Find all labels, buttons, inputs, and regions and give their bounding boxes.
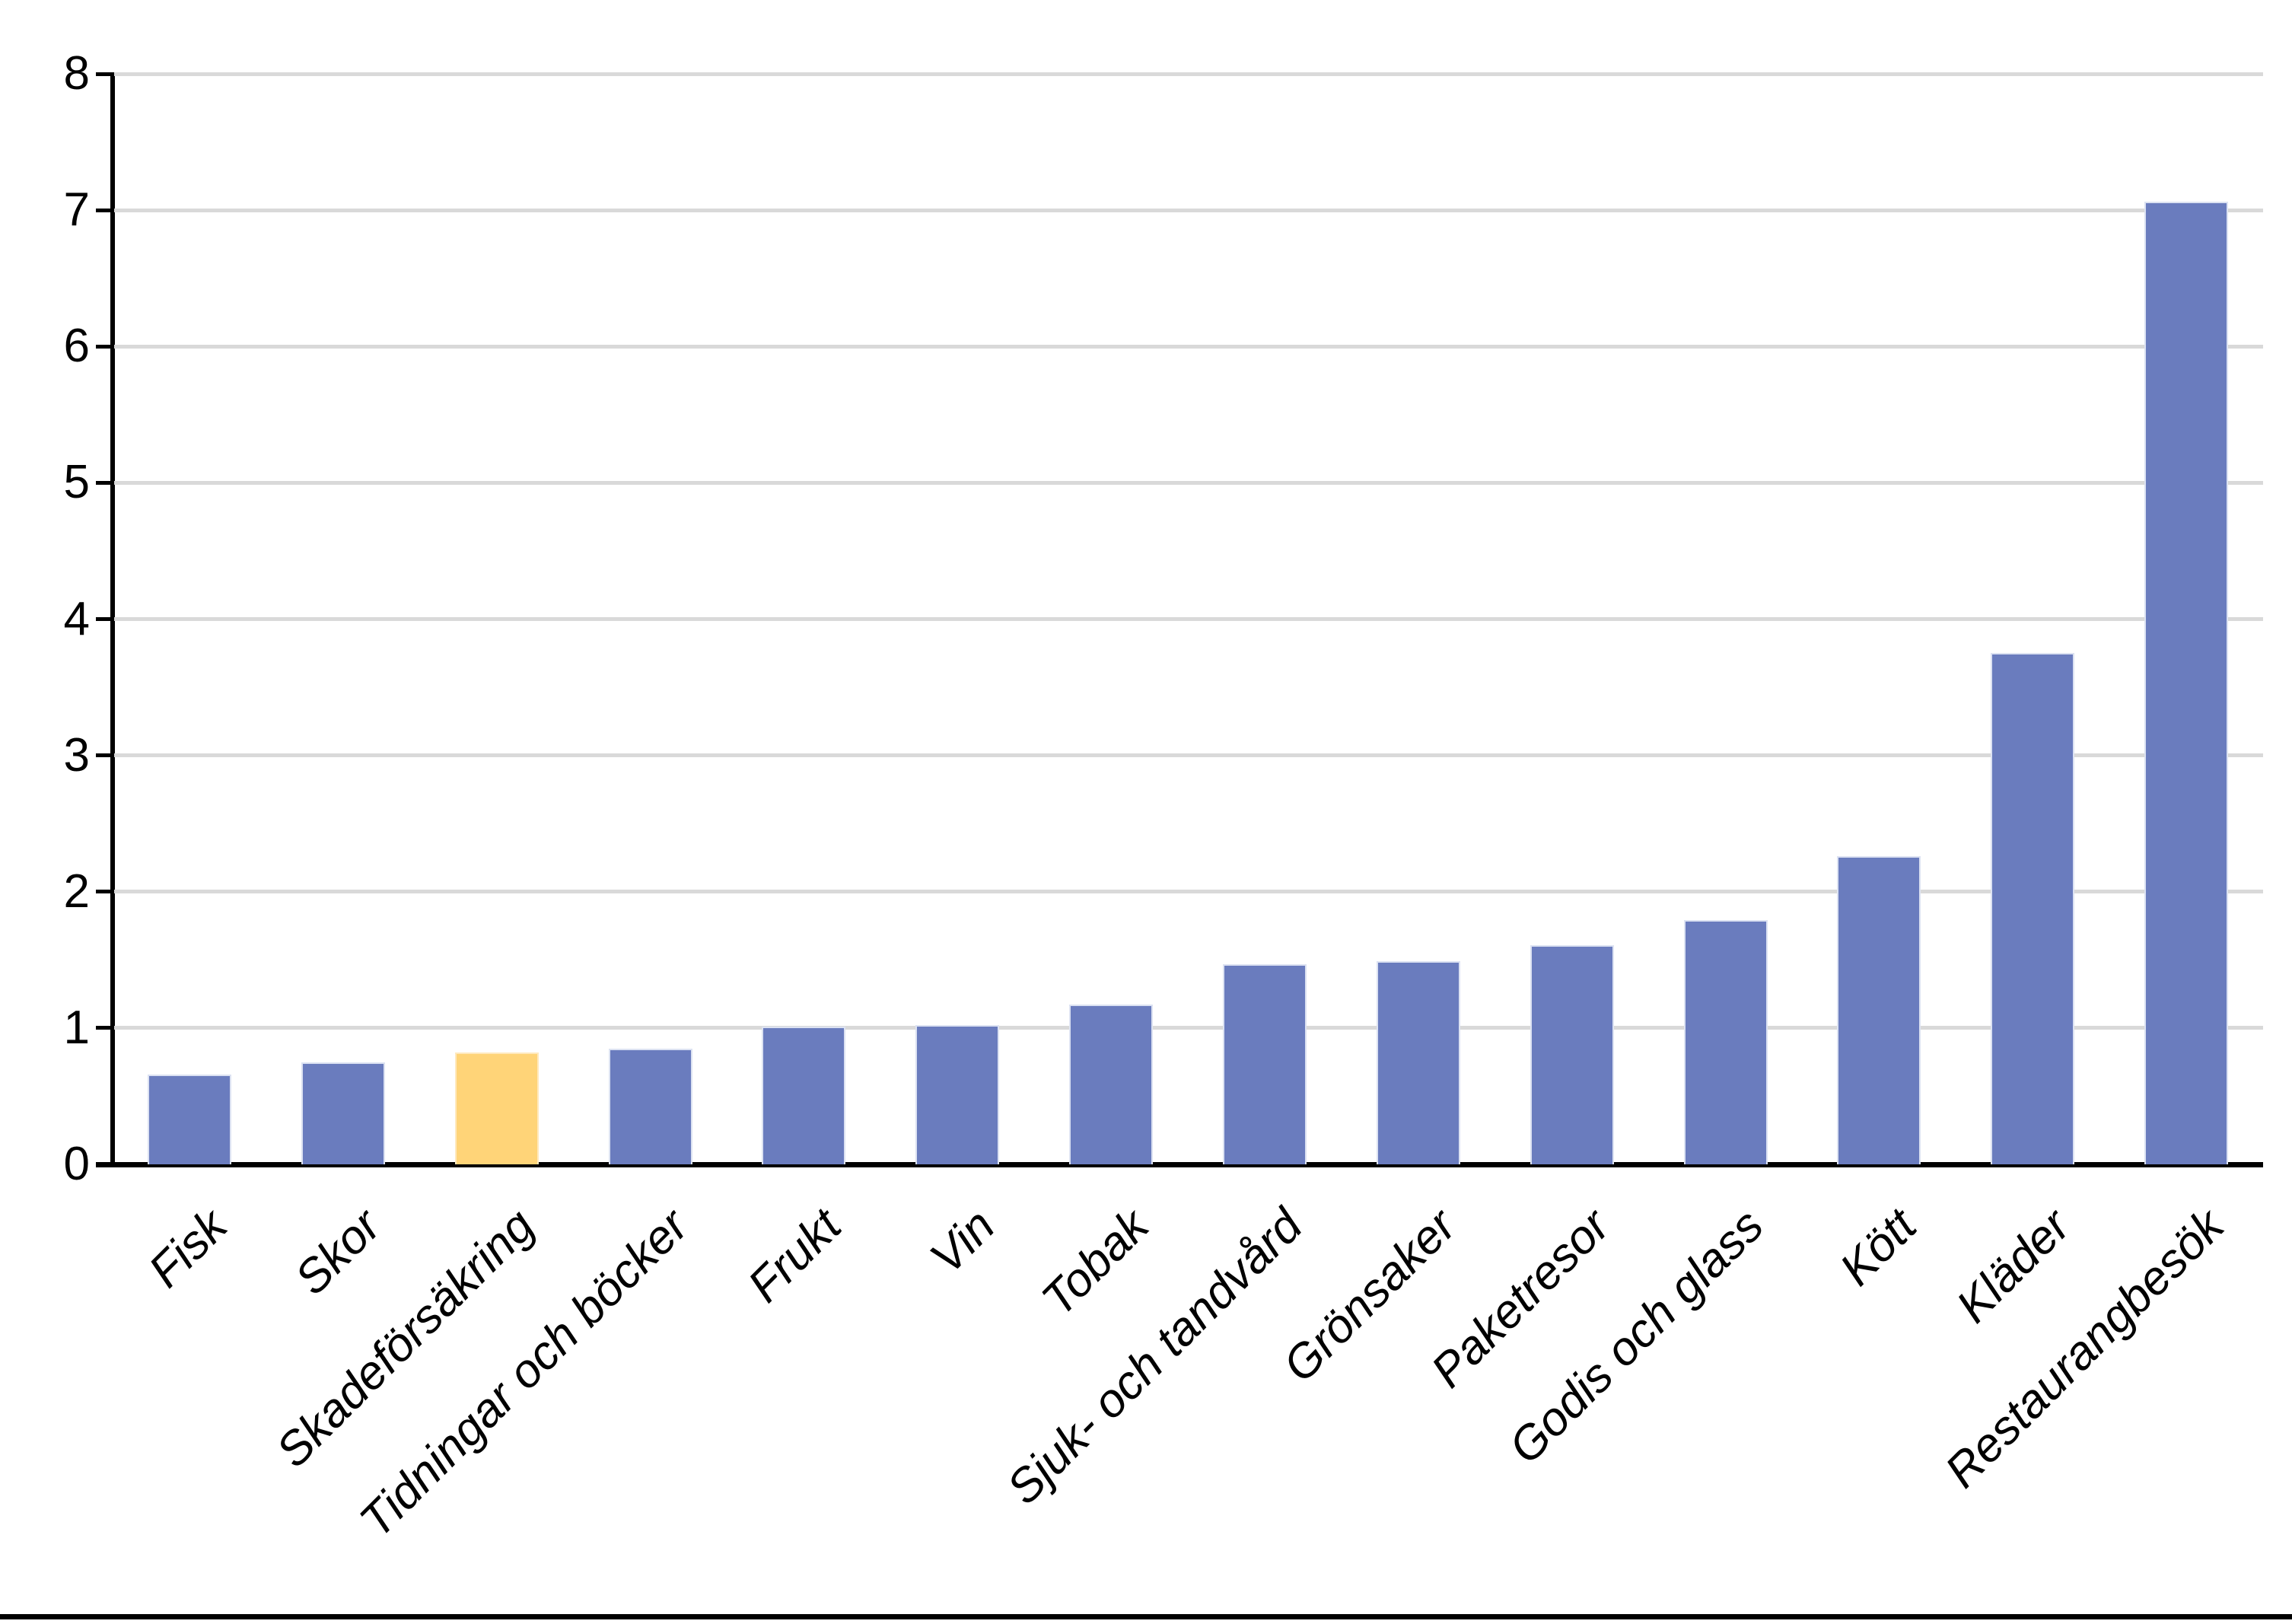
gridline	[113, 72, 2263, 76]
y-axis-label: 1	[63, 1001, 90, 1054]
y-axis-label: 7	[63, 183, 90, 237]
y-axis-label: 3	[63, 728, 90, 782]
bar	[915, 1025, 1000, 1164]
x-axis-label: Frukt	[738, 1199, 852, 1313]
x-axis-label: Kläder	[1947, 1199, 2080, 1333]
bar	[2144, 202, 2229, 1164]
x-axis-label: Sjuk- och tandvård	[997, 1199, 1313, 1515]
bar	[1069, 1005, 1154, 1164]
x-axis-line	[96, 1162, 2263, 1167]
y-axis-label: 8	[63, 47, 90, 100]
gridline	[113, 617, 2263, 621]
x-axis-label: Skor	[285, 1199, 391, 1305]
bar	[1683, 920, 1768, 1164]
bar	[608, 1048, 692, 1164]
x-axis-label: Vin	[920, 1199, 1005, 1285]
bar	[301, 1062, 385, 1164]
bar	[762, 1027, 846, 1164]
y-axis-tick	[96, 208, 114, 212]
gridline	[113, 480, 2263, 485]
y-axis-label: 6	[63, 320, 90, 373]
y-axis-tick	[96, 1026, 114, 1030]
y-axis-label: 2	[63, 865, 90, 918]
bar	[1222, 963, 1307, 1164]
y-axis-tick	[96, 72, 114, 76]
y-axis-tick	[96, 344, 114, 349]
y-axis-tick	[96, 890, 114, 894]
gridline	[113, 890, 2263, 894]
gridline	[113, 208, 2263, 212]
y-axis-tick	[96, 1162, 114, 1167]
y-axis-tick	[96, 753, 114, 758]
y-axis-tick	[96, 617, 114, 621]
y-axis-tick	[96, 480, 114, 485]
bar	[1376, 961, 1460, 1164]
bar	[147, 1074, 231, 1164]
bar	[1837, 856, 1921, 1164]
gridline	[113, 344, 2263, 349]
y-axis-label: 5	[63, 456, 90, 509]
bar	[1991, 653, 2075, 1164]
x-axis-label: Tobak	[1032, 1199, 1159, 1326]
bottom-rule	[0, 1614, 2292, 1619]
gridline	[113, 753, 2263, 758]
y-axis-label: 4	[63, 592, 90, 645]
x-axis-label: Fisk	[138, 1199, 237, 1298]
x-axis-label: Skadeförsäkring	[266, 1199, 545, 1478]
bar	[454, 1052, 539, 1164]
x-axis-label: Restaurangbesök	[1935, 1199, 2234, 1498]
gridline	[113, 1026, 2263, 1030]
x-axis-label: Kött	[1830, 1199, 1928, 1296]
bar	[1530, 944, 1614, 1164]
y-axis-label: 0	[63, 1138, 90, 1190]
